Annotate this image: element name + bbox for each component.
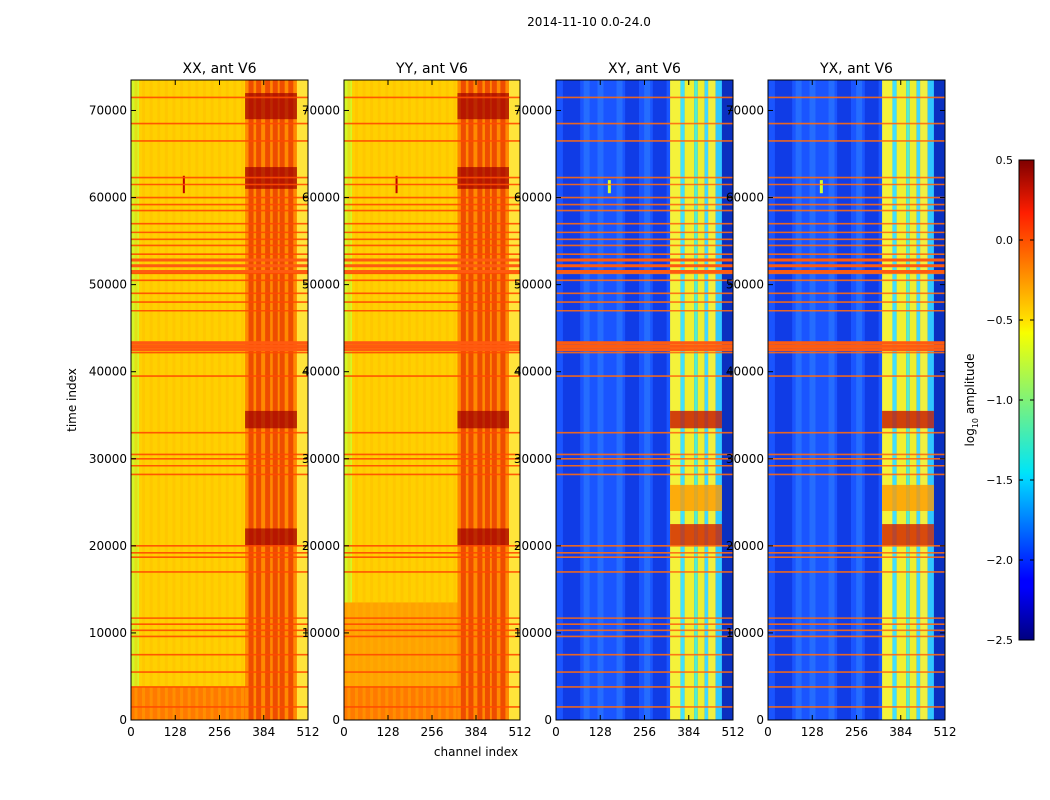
x-tick-label: 256 [421, 725, 444, 739]
y-tick-label: 70000 [514, 103, 552, 117]
y-tick-label: 70000 [89, 103, 127, 117]
colorbar-tick-label: −1.5 [986, 474, 1013, 487]
y-tick-label: 20000 [514, 539, 552, 553]
colorbar: −2.5 −2.0 −1.5 −1.0 −0.5 0.0 0.5 log10 amplitu… [963, 154, 1035, 647]
y-tick-label: 30000 [726, 452, 764, 466]
y-tick-label: 70000 [726, 103, 764, 117]
colorbar-tick-label: −1.0 [986, 394, 1013, 407]
colorbar-tick-label: −2.5 [986, 634, 1013, 647]
x-axis-label: channel index [434, 745, 518, 759]
panel-title-0: XX, ant V6 [183, 61, 257, 77]
x-tick-label: 128 [377, 725, 400, 739]
y-tick-label: 10000 [726, 626, 764, 640]
y-tick-label: 10000 [89, 626, 127, 640]
heatmap-panel-3: YX, ant V6 0 128 256 384 512 0 10000 20000 30000 4… [726, 61, 957, 739]
y-tick-label: 40000 [726, 365, 764, 379]
y-tick-label: 50000 [89, 278, 127, 292]
y-tick-label: 70000 [302, 103, 340, 117]
colorbar-tick-label: 0.0 [996, 234, 1014, 247]
figure-suptitle: 2014-11-10 0.0-24.0 [527, 15, 651, 29]
heatmap-image [768, 80, 945, 720]
panel-title-2: XY, ant V6 [608, 61, 681, 77]
colorbar-tick-label: −2.0 [986, 554, 1013, 567]
y-tick-label: 60000 [514, 191, 552, 205]
x-tick-label: 512 [297, 725, 320, 739]
x-tick-label: 0 [764, 725, 772, 739]
y-tick-label: 40000 [514, 365, 552, 379]
x-tick-label: 384 [889, 725, 912, 739]
heatmap-image [344, 80, 520, 720]
heatmap-panel-1: YY, ant V6 0 128 256 384 512 0 10000 20000 30000 4… [302, 61, 532, 739]
x-tick-label: 256 [845, 725, 868, 739]
y-tick-label: 60000 [89, 191, 127, 205]
y-tick-label: 50000 [726, 278, 764, 292]
y-tick-label: 0 [119, 713, 127, 727]
x-tick-label: 512 [722, 725, 745, 739]
y-tick-label: 50000 [514, 278, 552, 292]
colorbar-label: log10 amplitude [963, 354, 980, 447]
y-tick-label: 30000 [302, 452, 340, 466]
y-axis-label: time index [65, 368, 79, 432]
x-tick-label: 128 [589, 725, 612, 739]
x-tick-label: 0 [127, 725, 135, 739]
colorbar-tick-label: −0.5 [986, 314, 1013, 327]
x-tick-label: 512 [509, 725, 532, 739]
x-tick-label: 128 [801, 725, 824, 739]
y-tick-label: 20000 [726, 539, 764, 553]
heatmap-panel-0: XX, ant V6 0 128 256 384 512 0 10000 20000 30000 4… [89, 61, 320, 739]
y-tick-label: 20000 [302, 539, 340, 553]
y-tick-label: 30000 [89, 452, 127, 466]
x-tick-label: 0 [552, 725, 560, 739]
panel-title-3: YX, ant V6 [819, 61, 893, 77]
y-tick-label: 60000 [726, 191, 764, 205]
y-tick-label: 10000 [302, 626, 340, 640]
x-tick-label: 0 [340, 725, 348, 739]
y-tick-label: 0 [544, 713, 552, 727]
y-tick-label: 40000 [302, 365, 340, 379]
x-tick-label: 384 [677, 725, 700, 739]
y-tick-label: 20000 [89, 539, 127, 553]
y-tick-label: 50000 [302, 278, 340, 292]
x-tick-label: 128 [164, 725, 187, 739]
heatmap-image [556, 80, 733, 720]
y-tick-label: 40000 [89, 365, 127, 379]
colorbar-tick-label: 0.5 [996, 154, 1014, 167]
y-tick-label: 60000 [302, 191, 340, 205]
y-tick-label: 0 [756, 713, 764, 727]
x-tick-label: 384 [252, 725, 275, 739]
x-tick-label: 256 [633, 725, 656, 739]
heatmap-panel-2: XY, ant V6 0 128 256 384 512 0 10000 20000 30000 4… [514, 61, 745, 739]
x-tick-label: 256 [208, 725, 231, 739]
panel-title-1: YY, ant V6 [395, 61, 468, 77]
y-tick-label: 0 [332, 713, 340, 727]
x-tick-label: 384 [465, 725, 488, 739]
y-tick-label: 30000 [514, 452, 552, 466]
y-tick-label: 10000 [514, 626, 552, 640]
x-tick-label: 512 [934, 725, 957, 739]
heatmap-image [131, 80, 308, 720]
